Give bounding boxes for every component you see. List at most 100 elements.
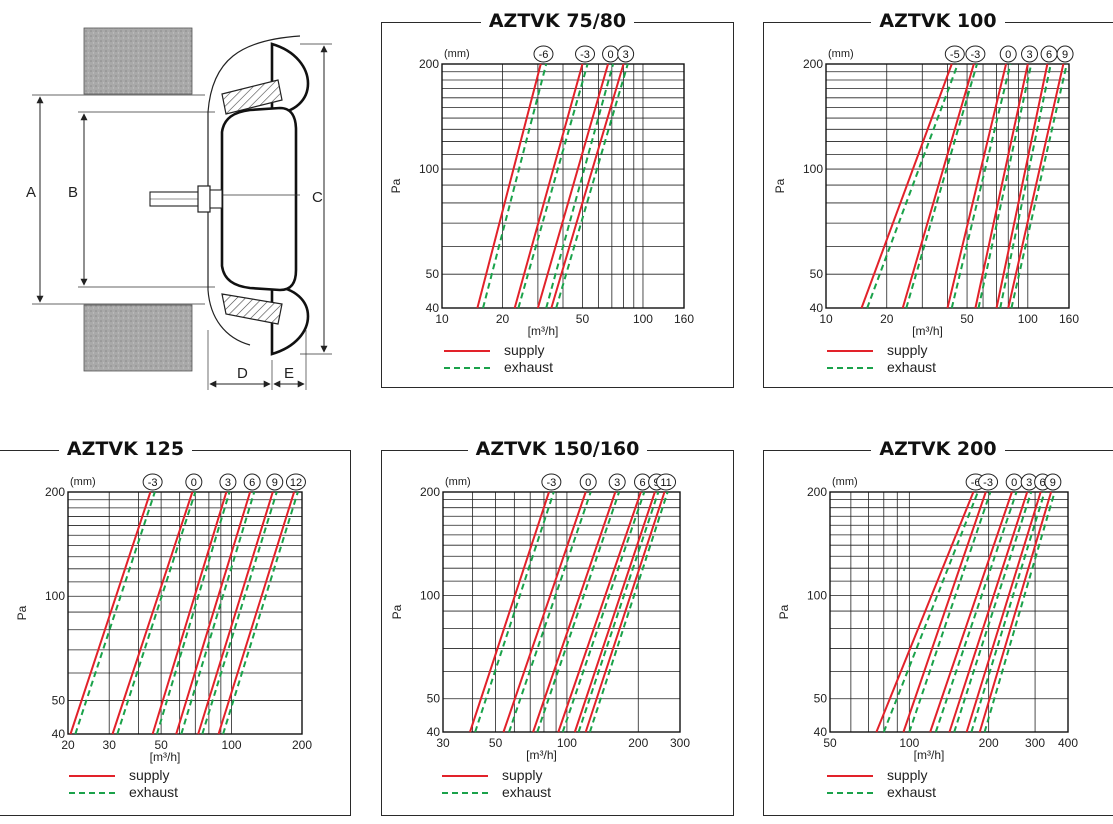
setting-label: -3 xyxy=(971,49,981,61)
supply-line xyxy=(502,491,587,733)
setting-label: 3 xyxy=(1026,477,1032,489)
supply-line xyxy=(151,491,228,735)
supply-line xyxy=(197,491,274,735)
legend-supply: supply xyxy=(504,342,545,358)
x-tick-label: 50 xyxy=(154,738,168,752)
x-tick-label: 100 xyxy=(557,736,577,750)
wall-block-top xyxy=(83,27,193,95)
y-tick-label: 50 xyxy=(427,692,441,706)
supply-line xyxy=(111,491,194,735)
setting-marker xyxy=(579,473,597,491)
supply-line xyxy=(513,63,584,309)
y-tick-label: 50 xyxy=(810,267,824,281)
supply-line xyxy=(902,491,987,733)
plot-frame xyxy=(442,491,681,733)
exhaust-line xyxy=(983,491,1056,733)
exhaust-line xyxy=(545,63,615,309)
exhaust-line xyxy=(222,491,299,735)
supply-line xyxy=(995,63,1049,309)
y-axis-label: Pa xyxy=(15,605,29,620)
legend-exhaust: exhaust xyxy=(504,359,554,375)
setting-label: 6 xyxy=(639,477,645,489)
setting-marker xyxy=(575,45,596,63)
legend-supply: supply xyxy=(887,767,928,783)
supply-line xyxy=(175,491,252,735)
y-tick-label: 200 xyxy=(807,485,827,499)
y-axis-label: Pa xyxy=(773,178,787,193)
setting-marker xyxy=(617,45,635,63)
y-tick-label: 100 xyxy=(419,162,439,176)
exhaust-line xyxy=(953,491,1033,733)
legend: supply exhaust xyxy=(444,342,604,376)
supply-line xyxy=(469,491,550,733)
chart-aztvk-125: 20 30 50 100 200 40 50 100 200 [m³/h] Pa (mm) -3 0 3 6 9… xyxy=(15,473,312,764)
setting-marker xyxy=(185,473,203,491)
y-tick-label: 200 xyxy=(803,57,823,71)
legend: supply exhaust xyxy=(827,342,987,376)
y-tick-label: 40 xyxy=(426,301,440,315)
chart-panel-aztvk-100: AZTVK 100 10 20 50 100 160 40 50 100 200 [m³/h] Pa… xyxy=(763,10,1113,388)
chart-panel-aztvk-150-160: AZTVK 150/160 30 50 100 200 300 40 50 100 200 [m³… xyxy=(381,438,734,816)
plot-frame xyxy=(829,491,1069,733)
supply-line xyxy=(476,63,542,309)
supply-line xyxy=(946,63,1008,309)
supply-swatch xyxy=(442,775,488,777)
exhaust-line xyxy=(882,491,979,733)
x-tick-label: 50 xyxy=(960,312,974,326)
setting-label: -3 xyxy=(580,49,590,61)
exhaust-line xyxy=(905,63,978,309)
supply-line xyxy=(536,63,609,309)
exhaust-line xyxy=(474,491,555,733)
chart-panel-aztvk-200: AZTVK 200 50 100 200 300 400 40 50 100 200 [m³/h]… xyxy=(763,438,1113,816)
chart-aztvk-75-80: 10 20 50 100 160 40 50 100 200 [m³/h] Pa (mm) -6 -3 0 3 xyxy=(389,45,694,338)
dim-label-b: B xyxy=(68,184,78,201)
setting-label: 0 xyxy=(1011,477,1017,489)
x-tick-label: 300 xyxy=(670,736,690,750)
x-tick-label: 10 xyxy=(819,312,833,326)
x-tick-label: 160 xyxy=(1059,312,1079,326)
y-tick-label: 50 xyxy=(426,267,440,281)
grid xyxy=(829,491,1069,733)
x-tick-label: 50 xyxy=(823,736,837,750)
setting-label: -3 xyxy=(983,477,993,489)
plot-frame xyxy=(441,63,685,309)
setting-label: 0 xyxy=(585,477,591,489)
x-tick-label: 160 xyxy=(674,312,694,326)
supply-line xyxy=(929,491,1013,733)
supply-swatch xyxy=(444,350,490,352)
x-tick-label: 10 xyxy=(435,312,449,326)
exhaust-line xyxy=(508,491,592,733)
exhaust-line xyxy=(180,491,256,735)
setting-unit-label: (mm) xyxy=(828,48,854,60)
x-tick-label: 200 xyxy=(292,738,312,752)
supply-line xyxy=(217,491,296,735)
exhaust-line xyxy=(934,491,1018,733)
setting-unit-label: (mm) xyxy=(70,476,96,488)
setting-label: -3 xyxy=(148,477,158,489)
supply-line xyxy=(974,63,1029,309)
x-axis-label: [m³/h] xyxy=(912,324,943,338)
exhaust-line xyxy=(201,491,278,735)
x-axis-label: [m³/h] xyxy=(526,748,557,762)
exhaust-line xyxy=(116,491,197,735)
chart-panel-aztvk-125: AZTVK 125 20 30 50 100 200 40 50 100 200 [m³/h] Pa… xyxy=(0,438,351,816)
supply-line xyxy=(1007,63,1065,309)
setting-unit-label: (mm) xyxy=(445,476,471,488)
exhaust-line xyxy=(517,63,589,309)
setting-marker xyxy=(944,45,965,63)
x-tick-label: 100 xyxy=(1018,312,1038,326)
chart-aztvk-150-160: 30 50 100 200 300 40 50 100 200 [m³/h] Pa (mm) -3 0 3 6… xyxy=(390,473,690,762)
supply-swatch xyxy=(69,775,115,777)
y-tick-label: 40 xyxy=(814,725,828,739)
setting-marker xyxy=(541,473,562,491)
setting-label: 6 xyxy=(249,477,255,489)
plot-frame xyxy=(67,491,303,735)
setting-unit-label: (mm) xyxy=(444,48,470,60)
setting-label: 9 xyxy=(272,477,278,489)
supply-line xyxy=(978,491,1053,733)
exhaust-line xyxy=(555,63,629,309)
setting-marker xyxy=(1021,45,1039,63)
grid xyxy=(67,491,303,735)
chart-aztvk-100: 10 20 50 100 160 40 50 100 200 [m³/h] Pa (mm) -5 -3 0 3… xyxy=(773,45,1079,338)
